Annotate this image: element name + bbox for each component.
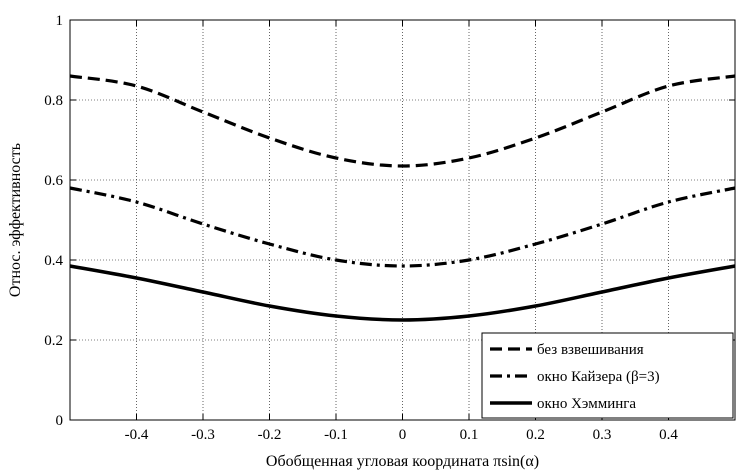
x-tick-label: -0.1 — [324, 427, 348, 443]
x-tick-label: 0.3 — [593, 427, 612, 443]
x-tick-label: 0.4 — [659, 427, 678, 443]
x-tick-label: 0.2 — [526, 427, 545, 443]
y-tick-label: 1 — [56, 13, 64, 29]
x-axis-title: Обобщенная угловая координата πsin(α) — [266, 453, 539, 470]
x-tick-label: 0.1 — [460, 427, 479, 443]
series-line-0 — [69, 74, 736, 168]
x-tick-label: -0.3 — [191, 427, 215, 443]
series-line-1 — [69, 186, 736, 268]
legend: без взвешивания окно Кайзера (β=3) окно Хэ… — [481, 332, 734, 419]
legend-items: без взвешивания окно Кайзера (β=3) окно Хэ… — [490, 342, 660, 412]
y-tick-label: 0.4 — [44, 253, 63, 269]
legend-label-2: окно Хэмминга — [537, 396, 636, 412]
legend-label-0: без взвешивания — [537, 342, 644, 358]
x-tick-label: -0.2 — [258, 427, 282, 443]
tick-labels: -0.4 -0.3 -0.2 -0.1 0 0.1 0.2 0.3 0.4 0 0.2 0.4 0.6 0… — [44, 13, 678, 443]
x-tick-label: 0 — [399, 427, 407, 443]
y-tick-label: 0.8 — [44, 93, 63, 109]
y-tick-label: 0.6 — [44, 173, 63, 189]
y-axis-title: Относ. эффективность — [7, 143, 24, 297]
series-line-2 — [69, 264, 736, 322]
y-tick-label: 0.2 — [44, 333, 63, 349]
legend-label-1: окно Кайзера (β=3) — [537, 369, 660, 385]
x-tick-label: -0.4 — [125, 427, 149, 443]
series-group — [69, 74, 736, 322]
y-tick-label: 0 — [56, 413, 64, 429]
